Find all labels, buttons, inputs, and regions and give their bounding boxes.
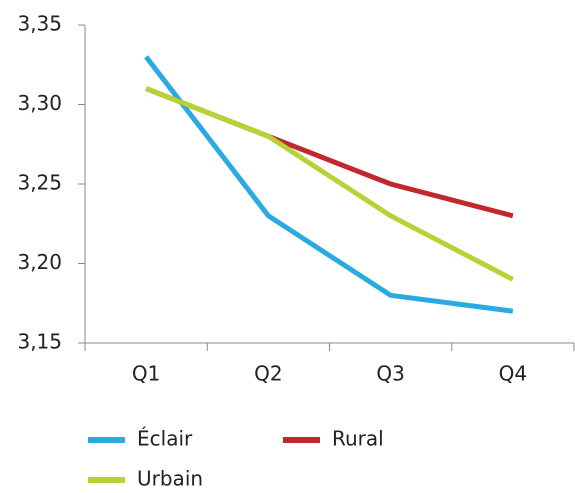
legend-label: Éclair [137,427,193,451]
y-tick-label: 3,30 [17,91,62,115]
line-series [145,86,515,282]
y-tick-label: 3,15 [17,330,62,354]
x-tick-label: Q3 [376,362,404,386]
x-tick-label: Q4 [499,362,527,386]
legend-label: Rural [332,427,384,451]
x-tick-label: Q2 [254,362,282,386]
x-tick-label: Q1 [132,362,160,386]
y-tick-label: 3,20 [17,250,62,274]
y-tick-label: 3,25 [17,171,62,195]
line-series [144,55,514,314]
y-tick-label: 3,35 [17,12,62,36]
legend-label: Urbain [137,467,203,491]
